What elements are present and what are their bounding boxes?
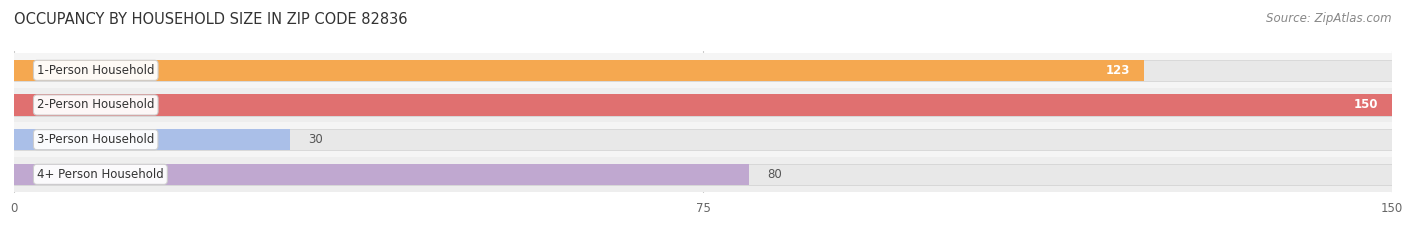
Bar bbox=[14, 164, 1392, 185]
Text: 1-Person Household: 1-Person Household bbox=[37, 64, 155, 77]
Text: 80: 80 bbox=[768, 168, 782, 181]
Bar bbox=[14, 164, 749, 185]
Bar bbox=[14, 129, 1392, 151]
Bar bbox=[14, 129, 290, 151]
Text: 30: 30 bbox=[308, 133, 323, 146]
Bar bbox=[14, 94, 1392, 116]
Text: 4+ Person Household: 4+ Person Household bbox=[37, 168, 163, 181]
Text: 150: 150 bbox=[1354, 99, 1378, 112]
Bar bbox=[14, 53, 1392, 88]
Bar bbox=[14, 122, 1392, 157]
Bar bbox=[14, 60, 1144, 81]
Text: 3-Person Household: 3-Person Household bbox=[37, 133, 155, 146]
Text: 123: 123 bbox=[1105, 64, 1130, 77]
Text: Source: ZipAtlas.com: Source: ZipAtlas.com bbox=[1267, 12, 1392, 25]
Bar bbox=[14, 157, 1392, 192]
Bar bbox=[14, 88, 1392, 122]
Bar bbox=[14, 94, 1392, 116]
Bar bbox=[14, 60, 1392, 81]
Text: OCCUPANCY BY HOUSEHOLD SIZE IN ZIP CODE 82836: OCCUPANCY BY HOUSEHOLD SIZE IN ZIP CODE … bbox=[14, 12, 408, 27]
Text: 2-Person Household: 2-Person Household bbox=[37, 99, 155, 112]
